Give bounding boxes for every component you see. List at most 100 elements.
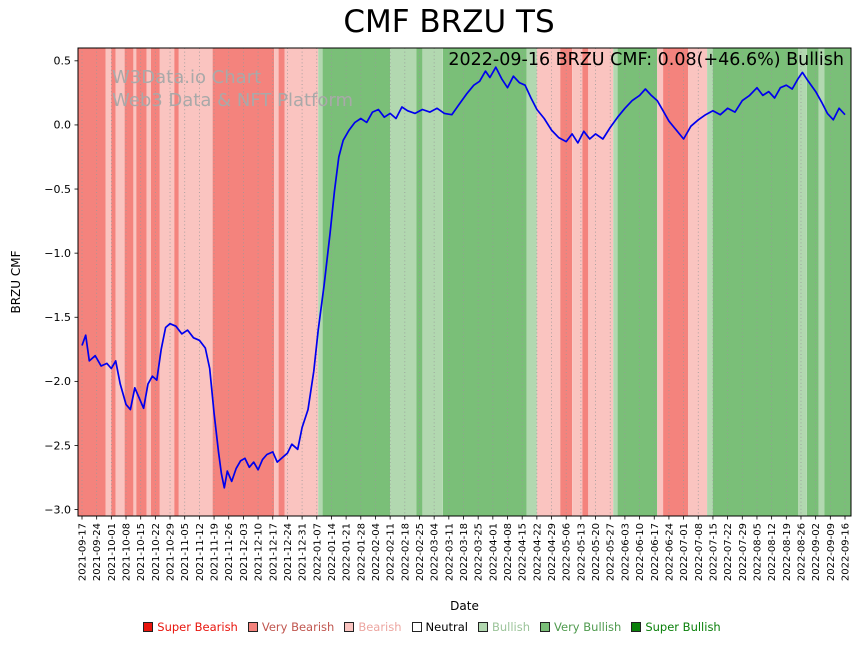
- x-axis-label: Date: [450, 599, 479, 613]
- x-tick-label: 2022-02-11: [386, 523, 397, 581]
- x-tick-label: 2021-10-01: [107, 523, 118, 581]
- x-tick-label: 2021-10-15: [136, 523, 147, 581]
- sentiment-band-very_bearish: [582, 48, 589, 516]
- x-tick-label: 2022-04-22: [532, 523, 543, 581]
- x-tick-label: 2021-11-05: [180, 523, 191, 581]
- x-tick-label: 2022-07-22: [723, 523, 734, 581]
- chart-canvas: 2021-09-17 2021-09-24 2021-10-01 2021-10-08…: [44, 47, 852, 581]
- x-tick-label: 2021-11-26: [224, 523, 235, 581]
- y-tick-label: −3.0: [44, 503, 71, 516]
- plot-frame: [77, 47, 852, 517]
- latest-value-annotation: 2022-09-16 BRZU CMF: 0.08(+46.6%) Bullis…: [448, 50, 844, 70]
- sentiment-band-bullish: [818, 48, 825, 516]
- sentiment-band-bearish: [284, 48, 319, 516]
- sentiment-band-very_bearish: [78, 48, 106, 516]
- sentiment-band-bullish: [526, 48, 537, 516]
- x-tick-label: 2021-12-31: [298, 523, 309, 581]
- sentiment-band-bearish: [146, 48, 151, 516]
- x-tick-label: 2022-05-27: [606, 523, 617, 581]
- watermark: W3Data.io Chart Web3 Data & NFT Platform: [112, 66, 353, 112]
- sentiment-band-very_bearish: [174, 48, 179, 516]
- y-tick-label: 0.5: [54, 55, 72, 68]
- x-tick-label: 2022-08-19: [782, 523, 793, 581]
- x-tick-label: 2022-09-16: [841, 523, 852, 581]
- legend-item-very-bullish: Very Bullish: [540, 620, 621, 634]
- sentiment-band-bullish: [707, 48, 713, 516]
- sentiment-band-bearish: [274, 48, 279, 516]
- legend-item-neutral: Neutral: [411, 620, 468, 634]
- x-tick-label: 2022-05-20: [591, 523, 602, 581]
- x-tick-label: 2022-08-26: [796, 523, 807, 581]
- x-tick-label: 2022-03-25: [474, 523, 485, 581]
- x-tick-label: 2022-08-05: [752, 523, 763, 581]
- x-tick-label: 2022-06-10: [635, 523, 646, 581]
- legend-label: Super Bullish: [645, 620, 721, 634]
- sentiment-band-very_bearish: [136, 48, 147, 516]
- x-tick-label: 2021-11-19: [210, 523, 221, 581]
- sentiment-band-bearish: [115, 48, 125, 516]
- sentiment-band-very_bearish: [124, 48, 134, 516]
- x-tick-label: 2022-07-01: [679, 523, 690, 581]
- legend-label: Very Bullish: [554, 620, 622, 634]
- x-tick-label: 2022-01-07: [312, 523, 323, 581]
- x-tick-label: 2022-04-15: [518, 523, 529, 581]
- x-tick-label: 2022-06-17: [650, 523, 661, 581]
- x-tick-label: 2022-06-24: [664, 523, 675, 581]
- y-tick-label: −1.0: [44, 247, 71, 260]
- page-title: CMF BRZU TS: [343, 4, 555, 40]
- x-tick-label: 2022-01-14: [327, 523, 338, 581]
- sentiment-band-bullish: [798, 48, 807, 516]
- x-tick-label: 2021-09-17: [78, 523, 89, 581]
- sentiment-band-bearish: [588, 48, 614, 516]
- sentiment-band-very_bullish: [806, 48, 819, 516]
- sentiment-band-very_bearish: [111, 48, 116, 516]
- watermark-line2: Web3 Data & NFT Platform: [112, 90, 354, 111]
- x-tick-label: 2022-02-04: [371, 523, 382, 581]
- y-tick-label: −0.5: [44, 183, 71, 196]
- legend-swatch-icon: [143, 622, 154, 632]
- y-tick-label: −2.5: [44, 439, 71, 452]
- sentiment-band-very_bullish: [712, 48, 798, 516]
- x-tick-label: 2022-07-29: [738, 523, 749, 581]
- legend-swatch-icon: [477, 622, 488, 632]
- x-tick-label: 2021-12-10: [254, 523, 265, 581]
- legend-label: Bullish: [491, 620, 531, 634]
- sentiment-band-bearish: [178, 48, 213, 516]
- sentiment-band-bearish: [159, 48, 175, 516]
- legend-item-bullish: Bullish: [477, 620, 531, 634]
- legend-item-super-bearish: Super Bearish: [143, 620, 238, 634]
- x-tick-label: 2021-10-08: [122, 523, 133, 581]
- x-tick-label: 2022-04-01: [488, 523, 499, 581]
- sentiment-band-very_bearish: [278, 48, 285, 516]
- legend-swatch-icon: [540, 622, 551, 632]
- sentiment-band-bearish: [688, 48, 708, 516]
- watermark-line1: W3Data.io Chart: [112, 67, 262, 88]
- x-tick-label: 2021-12-17: [268, 523, 279, 581]
- x-tick-label: 2021-12-03: [239, 523, 250, 581]
- sentiment-band-very_bullish: [617, 48, 658, 516]
- legend-item-super-bullish: Super Bullish: [631, 620, 721, 634]
- sentiment-band-bearish: [105, 48, 112, 516]
- legend-label: Super Bearish: [157, 620, 238, 634]
- sentiment-band-very_bullish: [322, 48, 391, 516]
- x-tick-label: 2022-08-12: [767, 523, 778, 581]
- x-tick-label: 2022-09-09: [826, 523, 837, 581]
- sentiment-band-bullish: [390, 48, 417, 516]
- sentiment-band-bullish: [422, 48, 443, 516]
- legend-item-bearish: Bearish: [344, 620, 402, 634]
- x-tick-label: 2022-02-25: [415, 523, 426, 581]
- x-tick-label: 2021-12-24: [283, 523, 294, 581]
- legend-swatch-icon: [344, 622, 355, 632]
- x-tick-label: 2022-07-08: [694, 523, 705, 581]
- legend-swatch-icon: [247, 622, 258, 632]
- x-tick-label: 2022-03-04: [430, 523, 441, 581]
- legend-label: Very Bearish: [261, 620, 335, 634]
- sentiment-band-bullish: [613, 48, 618, 516]
- x-tick-label: 2021-10-22: [151, 523, 162, 581]
- x-tick-label: 2022-01-28: [356, 523, 367, 581]
- x-tick-label: 2022-03-18: [459, 523, 470, 581]
- x-tick-label: 2022-01-21: [342, 523, 353, 581]
- x-tick-label: 2022-07-15: [708, 523, 719, 581]
- x-tick-label: 2022-05-06: [562, 523, 573, 581]
